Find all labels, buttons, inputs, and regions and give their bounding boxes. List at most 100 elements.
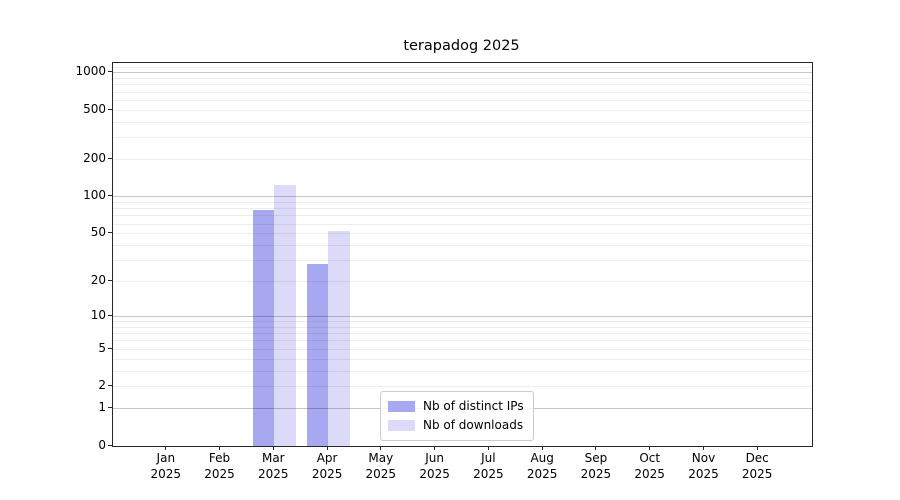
x-tick-mark-nov-2025 xyxy=(703,446,704,450)
gridline-minor-60 xyxy=(113,223,812,225)
gridline-minor-900 xyxy=(113,78,812,79)
gridline-minor-4 xyxy=(113,358,812,360)
x-tick-mark-jan-2025 xyxy=(165,446,167,450)
y-tick-label-10: 10 xyxy=(90,308,106,322)
x-tick-label-line: Jul xyxy=(481,451,496,465)
x-tick-mark-jun-2025 xyxy=(434,446,436,450)
gridline-minor-1100 xyxy=(113,67,812,69)
y-tick-mark-10 xyxy=(108,315,112,316)
x-tick-label-line: 2025 xyxy=(634,466,665,481)
gridline-minor-200 xyxy=(113,159,812,161)
y-tick-label-20: 20 xyxy=(90,273,106,288)
y-tick-label-200: 200 xyxy=(83,151,106,166)
gridline-minor-30 xyxy=(113,260,812,261)
legend-entry-nb-of-downloads: Nb of downloads xyxy=(388,416,524,435)
gridline-minor-90 xyxy=(113,201,812,203)
y-tick-mark-5 xyxy=(108,347,112,349)
x-tick-label-line: 2025 xyxy=(150,466,182,481)
y-tick-label-500: 500 xyxy=(83,101,106,116)
legend-label-nb-of-downloads: Nb of downloads xyxy=(423,418,524,432)
x-tick-label-line: 2025 xyxy=(688,466,719,481)
y-tick-mark-50 xyxy=(108,232,112,234)
y-tick-mark-500 xyxy=(108,108,112,110)
gridline-minor-70 xyxy=(113,215,812,217)
y-tick-mark-20 xyxy=(108,280,112,282)
y-tick-label-100: 100 xyxy=(83,188,106,203)
x-tick-mark-dec-2025 xyxy=(756,446,758,450)
y-tick-label-50: 50 xyxy=(90,225,106,240)
legend-swatch-nb-of-distinct-ips xyxy=(388,401,415,412)
x-tick-label-jan-2025: Jan 2025 xyxy=(136,451,196,482)
legend-entry-nb-of-distinct-ips: Nb of distinct IPs xyxy=(388,397,524,416)
x-tick-mark-apr-2025 xyxy=(326,446,328,450)
legend-label-nb-of-distinct-ips: Nb of distinct IPs xyxy=(423,399,524,413)
x-tick-mark-jul-2025 xyxy=(487,446,489,450)
x-tick-label-line: Oct xyxy=(639,451,661,465)
x-tick-label-line: Apr xyxy=(316,451,338,465)
bar-nb-of-downloads-mar-2025 xyxy=(274,184,296,446)
x-tick-label-dec-2025: Dec 2025 xyxy=(727,451,787,482)
x-tick-label-line: 2025 xyxy=(258,466,289,481)
x-tick-label-line: 2025 xyxy=(580,466,612,481)
gridline-minor-500 xyxy=(113,109,812,111)
y-tick-mark-200 xyxy=(108,158,112,160)
x-tick-label-mar-2025: Mar 2025 xyxy=(243,451,303,482)
x-tick-label-may-2025: May 2025 xyxy=(351,451,411,482)
x-tick-label-aug-2025: Aug 2025 xyxy=(512,451,572,482)
gridline-minor-2 xyxy=(113,386,812,388)
gridline-minor-6 xyxy=(113,340,812,342)
x-tick-mark-feb-2025 xyxy=(219,446,220,450)
y-tick-mark-2 xyxy=(108,385,112,387)
gridline-minor-5 xyxy=(113,348,812,350)
gridline-minor-9 xyxy=(113,321,812,323)
x-tick-label-line: 2025 xyxy=(204,466,235,481)
y-tick-mark-1000 xyxy=(108,71,112,73)
x-tick-label-line: 2025 xyxy=(741,466,773,481)
x-tick-mark-aug-2025 xyxy=(541,446,543,450)
legend-swatch-nb-of-downloads xyxy=(388,420,415,431)
y-tick-label-1000: 1000 xyxy=(75,64,106,79)
gridline-minor-700 xyxy=(113,91,812,93)
x-tick-label-apr-2025: Apr 2025 xyxy=(297,451,357,482)
x-tick-mark-oct-2025 xyxy=(649,446,651,450)
gridline-major-10 xyxy=(113,316,812,317)
gridline-minor-8 xyxy=(113,326,812,328)
x-tick-label-line: Aug xyxy=(530,451,554,465)
x-tick-label-nov-2025: Nov 2025 xyxy=(674,451,734,482)
x-tick-label-sep-2025: Sep 2025 xyxy=(566,451,626,482)
gridline-minor-800 xyxy=(113,84,812,86)
gridline-minor-600 xyxy=(113,99,812,101)
chart-title: terapadog 2025 xyxy=(403,38,520,54)
x-tick-label-line: 2025 xyxy=(365,466,397,481)
x-tick-label-line: Nov xyxy=(691,451,716,465)
x-tick-label-line: 2025 xyxy=(473,466,504,481)
x-tick-mark-may-2025 xyxy=(380,446,382,450)
plot-area xyxy=(112,62,813,447)
x-tick-label-line: Dec xyxy=(745,451,769,465)
y-tick-label-1: 1 xyxy=(98,400,106,415)
x-tick-label-line: Jun xyxy=(425,451,444,465)
x-tick-label-line: 2025 xyxy=(526,466,558,481)
y-tick-label-5: 5 xyxy=(98,340,106,355)
gridline-minor-20 xyxy=(113,281,812,283)
gridline-minor-400 xyxy=(113,121,812,123)
x-tick-mark-mar-2025 xyxy=(272,446,274,450)
bar-nb-of-distinct-ips-mar-2025 xyxy=(252,210,275,446)
x-tick-label-jun-2025: Jun 2025 xyxy=(405,451,465,482)
x-tick-label-line: 2025 xyxy=(311,466,343,481)
gridline-minor-50 xyxy=(113,233,812,235)
x-tick-label-line: Feb xyxy=(208,451,231,465)
y-tick-label-0: 0 xyxy=(98,437,106,452)
bar-nb-of-distinct-ips-apr-2025 xyxy=(306,264,329,446)
gridline-major-1000 xyxy=(113,72,812,74)
x-tick-label-line: Mar xyxy=(261,451,285,465)
x-tick-label-line: Jan xyxy=(156,451,176,465)
bar-nb-of-downloads-apr-2025 xyxy=(328,230,350,446)
x-tick-label-line: 2025 xyxy=(419,466,450,481)
gridline-major-100 xyxy=(113,196,812,198)
y-tick-mark-1 xyxy=(108,407,112,409)
y-tick-label-2: 2 xyxy=(98,378,106,393)
x-tick-label-feb-2025: Feb 2025 xyxy=(190,451,250,482)
gridline-minor-300 xyxy=(113,137,812,139)
